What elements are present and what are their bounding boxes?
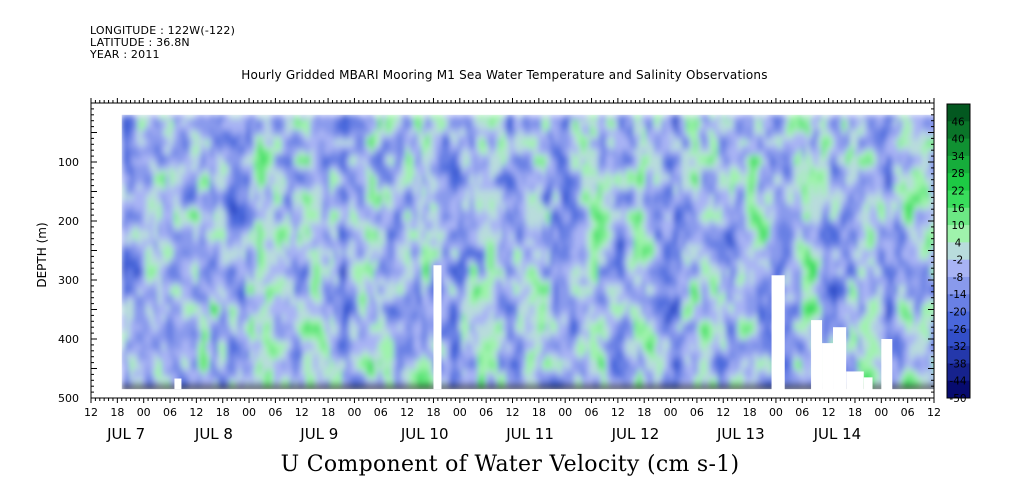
x-day-label: JUL 12 [611, 425, 660, 443]
colorbar-label: -44 [949, 376, 966, 388]
colorbar-label: 4 [955, 237, 962, 249]
x-day-label: JUL 9 [299, 425, 338, 443]
colorbar-label: 10 [951, 220, 964, 232]
x-hour-label: 12 [400, 406, 414, 419]
colorbar-swatch [947, 346, 970, 364]
x-hour-label: 00 [664, 406, 678, 419]
colorbar-swatch [947, 328, 970, 347]
x-hour-label: 00 [242, 406, 256, 419]
x-axis-day-labels: JUL 7 JUL 8 JUL 9 JUL 10 JUL 11 JUL 12 JUL 13 J… [106, 425, 861, 443]
x-hour-label: 12 [189, 406, 203, 419]
colorbar-swatch [947, 155, 970, 174]
x-day-label: JUL 7 [106, 425, 145, 443]
x-hour-label: 00 [558, 406, 572, 419]
x-hour-label: 12 [716, 406, 730, 419]
colorbar-swatch [947, 311, 970, 330]
x-hour-label: 00 [137, 406, 151, 419]
x-hour-label: 00 [347, 406, 361, 419]
x-hour-label: 18 [110, 406, 124, 419]
x-day-label: JUL 10 [400, 425, 449, 443]
colorbar-label: -50 [949, 393, 966, 405]
colorbar-swatch [947, 190, 970, 209]
chart-caption: U Component of Water Velocity (cm s-1) [280, 452, 740, 477]
x-hour-label: 06 [374, 406, 388, 419]
x-hour-label: 06 [163, 406, 177, 419]
x-hour-label: 00 [453, 406, 467, 419]
colorbar-label: -8 [953, 272, 963, 284]
colorbar-swatch [947, 173, 970, 191]
x-day-label: JUL 8 [194, 425, 233, 443]
colorbar-label: 22 [951, 185, 964, 197]
colorbar-label: -32 [949, 341, 966, 353]
velocity-field [121, 114, 934, 391]
y-tick-label: 300 [58, 274, 79, 287]
colorbar-label: -20 [949, 307, 966, 319]
x-day-label: JUL 14 [813, 425, 862, 443]
x-hour-label: 06 [268, 406, 282, 419]
x-hour-label: 18 [743, 406, 757, 419]
colorbar-swatch [947, 294, 970, 312]
y-axis-label: DEPTH (m) [35, 222, 49, 287]
latitude-label: LATITUDE : 36.8N [90, 36, 190, 49]
x-hour-label: 12 [295, 406, 309, 419]
colorbar-swatch [947, 363, 970, 382]
x-hour-label: 00 [874, 406, 888, 419]
x-hour-label: 06 [585, 406, 599, 419]
y-tick-label: 200 [58, 215, 79, 228]
x-hour-label: 00 [769, 406, 783, 419]
y-tick-label: 100 [58, 156, 79, 169]
year-label: YEAR : 2011 [90, 48, 160, 61]
colorbar-swatch [947, 207, 970, 226]
x-hour-label: 12 [822, 406, 836, 419]
x-hour-label: 18 [426, 406, 440, 419]
colorbar-swatch [947, 138, 970, 157]
x-hour-label: 12 [506, 406, 520, 419]
x-hour-label: 18 [848, 406, 862, 419]
y-tick-label: 500 [58, 392, 79, 405]
colorbar-swatch [947, 242, 970, 261]
x-hour-label: 18 [532, 406, 546, 419]
colorbar-label: -2 [953, 255, 963, 267]
x-hour-label: 18 [637, 406, 651, 419]
x-hour-label: 06 [795, 406, 809, 419]
x-axis-hour-labels: 12 18 00 06 12 18 00 06 12 18 00 06 12 18 00 06 12 18 00 06… [84, 406, 941, 419]
axis-ticks [90, 98, 935, 403]
colorbar-label: -14 [949, 289, 966, 301]
colorbar-label: 34 [951, 151, 965, 163]
longitude-label: LONGITUDE : 122W(-122) [90, 24, 236, 37]
colorbar-swatch [947, 259, 970, 278]
x-day-label: JUL 13 [716, 425, 765, 443]
y-tick-label: 400 [58, 333, 79, 346]
colorbar-label: 16 [951, 203, 965, 215]
x-hour-label: 18 [321, 406, 335, 419]
colorbar-swatch [947, 276, 970, 295]
x-hour-label: 18 [216, 406, 230, 419]
x-hour-label: 12 [84, 406, 98, 419]
colorbar-label: -38 [949, 358, 966, 370]
x-hour-label: 06 [479, 406, 493, 419]
x-hour-label: 12 [927, 406, 941, 419]
colorbar-label: -26 [949, 324, 966, 336]
x-hour-label: 12 [611, 406, 625, 419]
colorbar-label: 40 [951, 134, 964, 146]
colorbar-label: 28 [951, 168, 964, 180]
colorbar-labels: 46 40 34 28 22 16 10 4 -2 -8 -14 -20 -26 -32 -38 -44 -50 [949, 116, 966, 405]
colorbar-swatch [947, 104, 970, 122]
colorbar-swatch [947, 380, 970, 399]
x-day-label: JUL 11 [505, 425, 554, 443]
chart-title: Hourly Gridded MBARI Mooring M1 Sea Wate… [241, 68, 768, 82]
colorbar-swatch [947, 121, 970, 139]
y-axis-tick-labels: 100 200 300 400 500 [58, 156, 79, 405]
colorbar-swatch [947, 225, 970, 243]
colorbar-label: 46 [951, 116, 965, 128]
x-hour-label: 06 [690, 406, 704, 419]
x-hour-label: 06 [901, 406, 915, 419]
colorbar [946, 103, 971, 399]
